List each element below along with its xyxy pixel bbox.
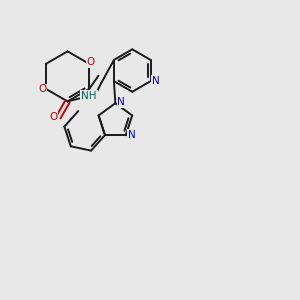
Text: N: N — [117, 97, 125, 107]
Text: NH: NH — [81, 91, 97, 101]
Text: N: N — [128, 130, 136, 140]
Text: O: O — [38, 85, 46, 94]
Text: O: O — [49, 112, 58, 122]
Text: N: N — [152, 76, 160, 86]
Text: O: O — [87, 57, 95, 68]
